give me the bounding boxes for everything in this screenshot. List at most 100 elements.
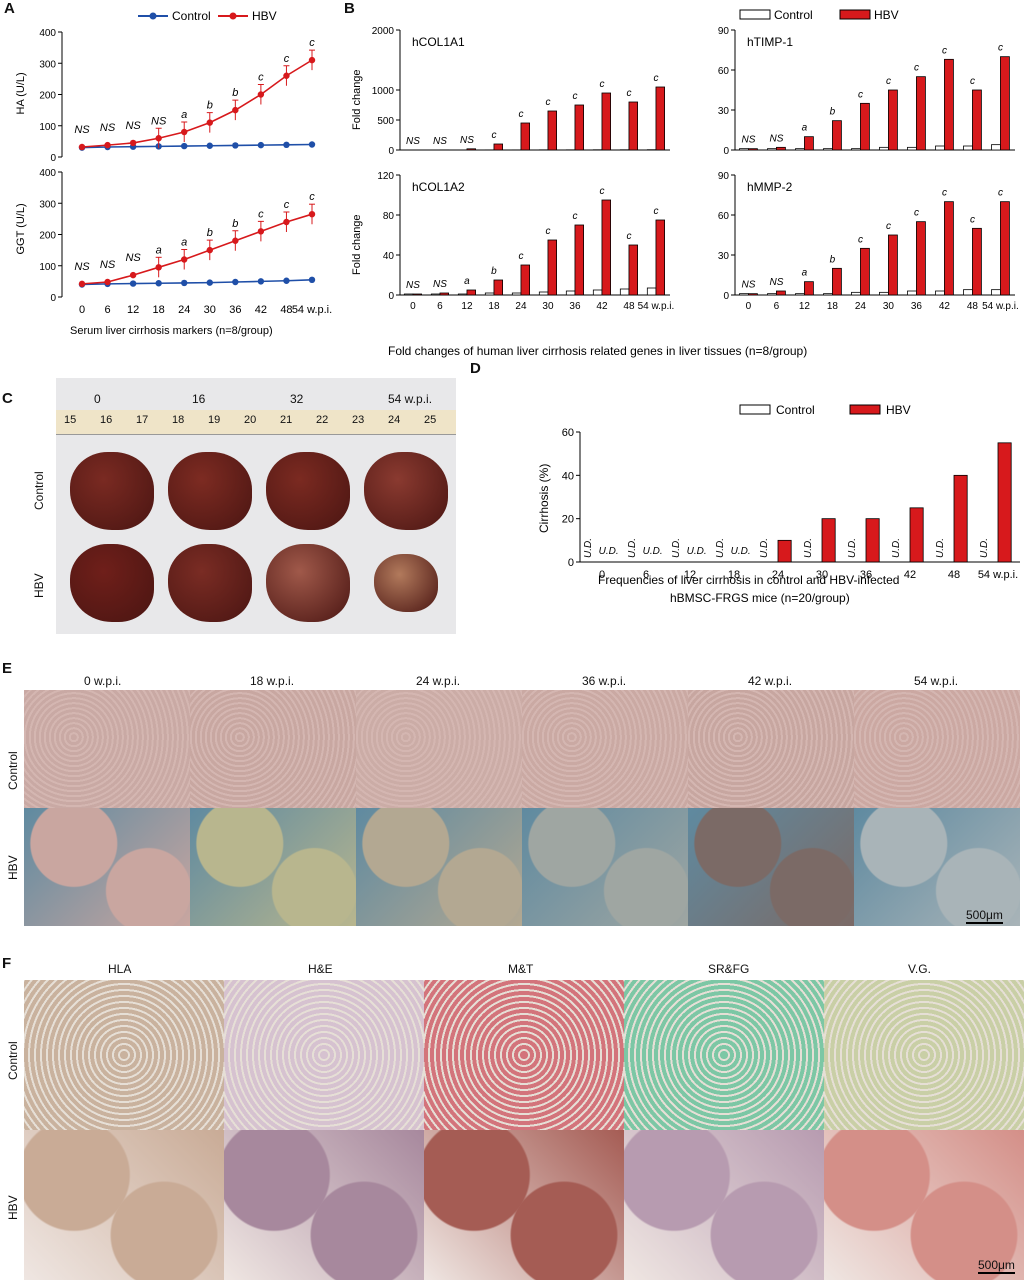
hbv-micrograph [24, 808, 192, 926]
y-tick-label: 300 [39, 199, 56, 210]
y-tick-label: 0 [568, 557, 574, 569]
bar-control [935, 290, 945, 296]
control-stain-micrograph [424, 980, 626, 1130]
significance-label: c [258, 72, 264, 84]
bar-control [823, 148, 833, 151]
hbv-micrograph [356, 808, 524, 926]
bar-hbv [493, 279, 504, 296]
bar-hbv [628, 101, 638, 151]
panel-f-stain-label: V.G. [908, 962, 931, 976]
significance-label: c [518, 109, 523, 120]
ruler-number: 23 [352, 414, 365, 426]
y-tick-label: 20 [562, 514, 574, 526]
ruler-number: 18 [172, 414, 185, 426]
x-tick-label: 30 [204, 304, 216, 316]
x-tick-label: 36 [569, 301, 581, 312]
x-tick-label: 24 [515, 301, 527, 312]
control-micrograph [854, 690, 1022, 808]
y-tick-label: 100 [39, 122, 56, 133]
y-tick-label: 60 [718, 66, 730, 77]
control-stain-micrograph [824, 980, 1026, 1130]
significance-label: c [970, 76, 975, 87]
bar-control [767, 148, 777, 151]
ruler-number: 19 [208, 414, 221, 426]
data-point-control [232, 142, 239, 149]
significance-label: b [232, 218, 238, 230]
x-tick-label: 0 [599, 569, 605, 581]
ruler-number: 22 [316, 414, 329, 426]
significance-label: c [942, 188, 947, 199]
y-tick-label: 60 [718, 211, 730, 222]
significance-label: NS [406, 136, 420, 147]
ud-label: U.D. [687, 546, 707, 557]
x-tick-label: 30 [816, 569, 828, 581]
bar-hbv [777, 539, 792, 563]
data-point-hbv [78, 143, 86, 151]
significance-label: b [491, 266, 497, 277]
x-tick-label: 0 [410, 301, 416, 312]
liver-timepoint-label: 32 [290, 392, 304, 406]
y-tick-label: 200 [39, 231, 56, 242]
bar-hbv [655, 86, 665, 151]
x-tick-label: 6 [774, 301, 780, 312]
significance-label: NS [125, 120, 141, 132]
bar-hbv [916, 76, 926, 151]
bar-control [795, 293, 805, 296]
data-point-control [308, 276, 316, 284]
y-tick-label: 30 [718, 251, 730, 262]
ud-label-control: U.D. [759, 538, 770, 558]
significance-label: b [830, 254, 836, 265]
panel-e-timepoint: 0 w.p.i. [84, 674, 122, 688]
bar-hbv [776, 290, 786, 296]
panel-f-scale: 500μm [978, 1258, 1015, 1274]
x-tick-label: 54 w.p.i. [638, 301, 675, 312]
panel-f-stain-label: HLA [108, 962, 132, 976]
panel-e-timepoint: 36 w.p.i. [582, 674, 627, 688]
panel-e-letter: E [2, 660, 13, 677]
subplot-title: hCOL1A2 [412, 180, 465, 194]
bar-hbv [916, 221, 926, 296]
significance-label: c [572, 211, 577, 222]
series-line-hbv [81, 213, 313, 285]
hbv-micrograph [522, 808, 690, 926]
ud-label-control: U.D. [847, 538, 858, 558]
panel-f-letter: F [2, 955, 12, 972]
hbv-stain-micrograph [24, 1130, 226, 1280]
bar-hbv [1000, 56, 1010, 151]
y-tick-label: 90 [718, 171, 730, 182]
panel-b-legend: Control HBV [739, 8, 899, 22]
y-tick-label: 200 [39, 91, 56, 102]
y-axis-label: HA (U/L) [15, 72, 27, 114]
panel-c-letter: C [2, 390, 13, 407]
significance-label: NS [74, 261, 90, 273]
y-axis-label-bottom: Fold change [351, 214, 363, 275]
bar-hbv [1000, 201, 1010, 296]
data-point-control [181, 279, 188, 287]
significance-label: c [626, 88, 631, 99]
liver-control [266, 452, 350, 530]
x-tick-label: 24 [855, 301, 867, 312]
significance-label: NS [741, 135, 755, 146]
significance-label: c [599, 186, 604, 197]
significance-label: a [464, 276, 470, 287]
bar-hbv [888, 89, 898, 151]
bar-control [739, 148, 749, 151]
bar-hbv [972, 89, 982, 151]
bar-hbv [520, 122, 531, 151]
y-tick-label: 0 [50, 153, 56, 164]
significance-label: a [802, 268, 808, 279]
y-tick-label: 300 [39, 59, 56, 70]
ruler-number: 25 [424, 414, 437, 426]
liver-control [70, 452, 154, 530]
x-tick-label: 24 [772, 569, 784, 581]
x-tick-label: 30 [542, 301, 554, 312]
bar-control [823, 293, 833, 296]
significance-label: b [207, 100, 213, 112]
panel-f-row-hbv: HBV [6, 1195, 20, 1220]
significance-label: NS [406, 280, 420, 291]
bar-control [646, 287, 657, 296]
x-tick-label: 42 [255, 304, 267, 316]
ruler-number: 15 [64, 414, 77, 426]
bar-control [403, 293, 414, 296]
y-axis-label: GGT (U/L) [15, 203, 27, 254]
